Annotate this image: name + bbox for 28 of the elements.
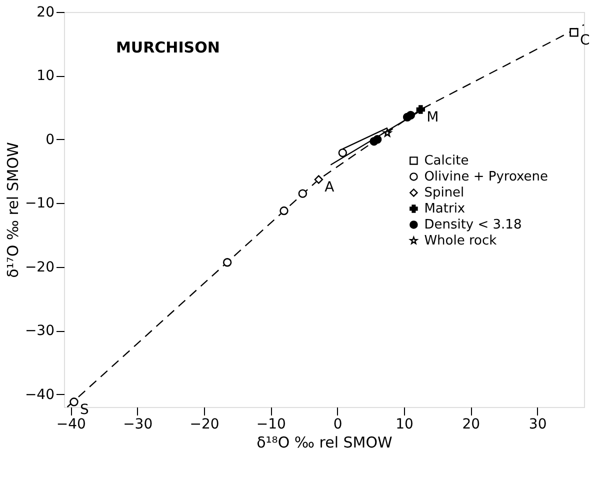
- x-tick-label: 20: [462, 416, 480, 432]
- x-tick-label: −10: [256, 416, 286, 432]
- annotation: C: [580, 32, 590, 48]
- legend-label: Matrix: [424, 202, 466, 217]
- y-tick-label: −40: [24, 386, 54, 403]
- y-tick-label: 20: [36, 4, 54, 20]
- legend-label: Whole rock: [424, 234, 498, 249]
- legend-label: Olivine + Pyroxene: [424, 170, 548, 185]
- annotation: S: [80, 402, 89, 418]
- x-axis-title: δ¹⁸O ‰ rel SMOW: [256, 434, 393, 452]
- x-tick-label: 0: [333, 416, 342, 432]
- y-tick-label: −20: [24, 259, 54, 276]
- x-tick-label: 30: [528, 416, 547, 432]
- y-axis-title: δ¹⁷O ‰ rel SMOW: [4, 142, 22, 278]
- legend-label: Density < 3.18: [424, 218, 522, 233]
- legend-label: Calcite: [424, 154, 469, 169]
- annotation: M: [426, 109, 439, 126]
- y-tick-label: −10: [24, 196, 54, 212]
- x-tick-label: 10: [396, 416, 414, 432]
- x-tick-label: −30: [123, 416, 153, 432]
- y-tick-label: 10: [36, 68, 54, 84]
- x-tick-label: −40: [56, 416, 86, 432]
- y-tick-label: −30: [24, 323, 54, 340]
- annotation: MURCHISON: [116, 38, 220, 57]
- x-tick-label: −20: [190, 416, 220, 432]
- annotation: A: [324, 180, 335, 196]
- legend-label: Spinel: [424, 186, 464, 201]
- y-tick-label: 0: [46, 132, 54, 148]
